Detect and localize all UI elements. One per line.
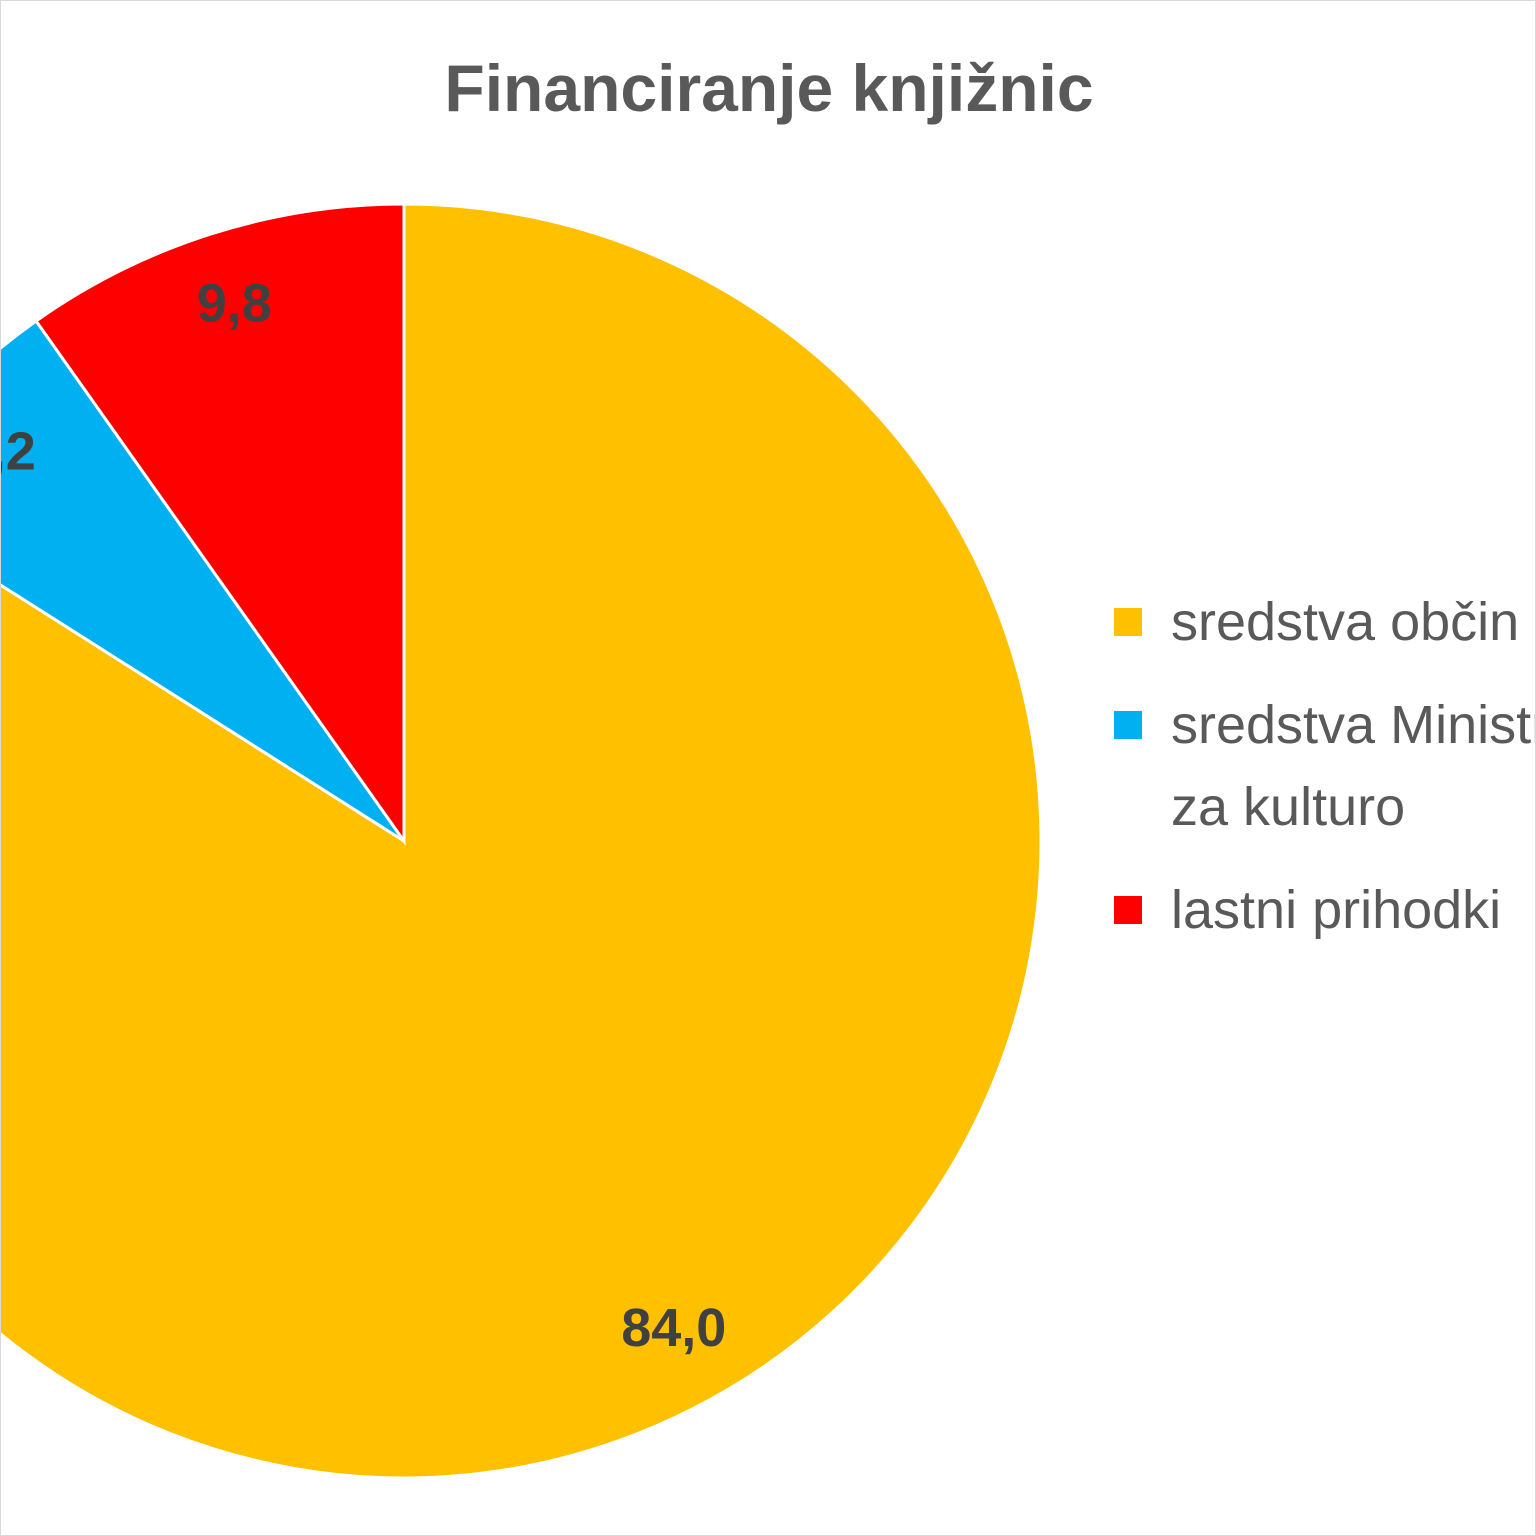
legend-item: lastni prihodki xyxy=(1114,869,1535,951)
legend-item: sredstva občin xyxy=(1114,581,1535,663)
chart-title: Financiranje knjižnic xyxy=(444,51,1093,125)
legend-swatch xyxy=(1114,896,1142,924)
legend-swatch xyxy=(1114,608,1142,636)
slices xyxy=(1,202,1043,1480)
pie-slice xyxy=(33,202,406,846)
data-labels: 84,0 6,2 9,8 xyxy=(1,274,726,1358)
legend-item: sredstva Ministrstva za kulturo xyxy=(1114,684,1535,848)
pie-slice xyxy=(1,318,406,843)
pie-slice xyxy=(1,202,1043,1480)
legend-label: sredstva Ministrstva za kulturo xyxy=(1171,695,1535,837)
data-label: 9,8 xyxy=(197,274,272,334)
data-label: 84,0 xyxy=(621,1298,726,1358)
legend: sredstva občin sredstva Ministrstva za ku… xyxy=(1114,581,1535,972)
data-label: 6,2 xyxy=(1,421,36,481)
legend-swatch xyxy=(1114,711,1142,739)
legend-label: sredstva občin xyxy=(1171,592,1520,652)
legend-label: lastni prihodki xyxy=(1171,880,1502,940)
